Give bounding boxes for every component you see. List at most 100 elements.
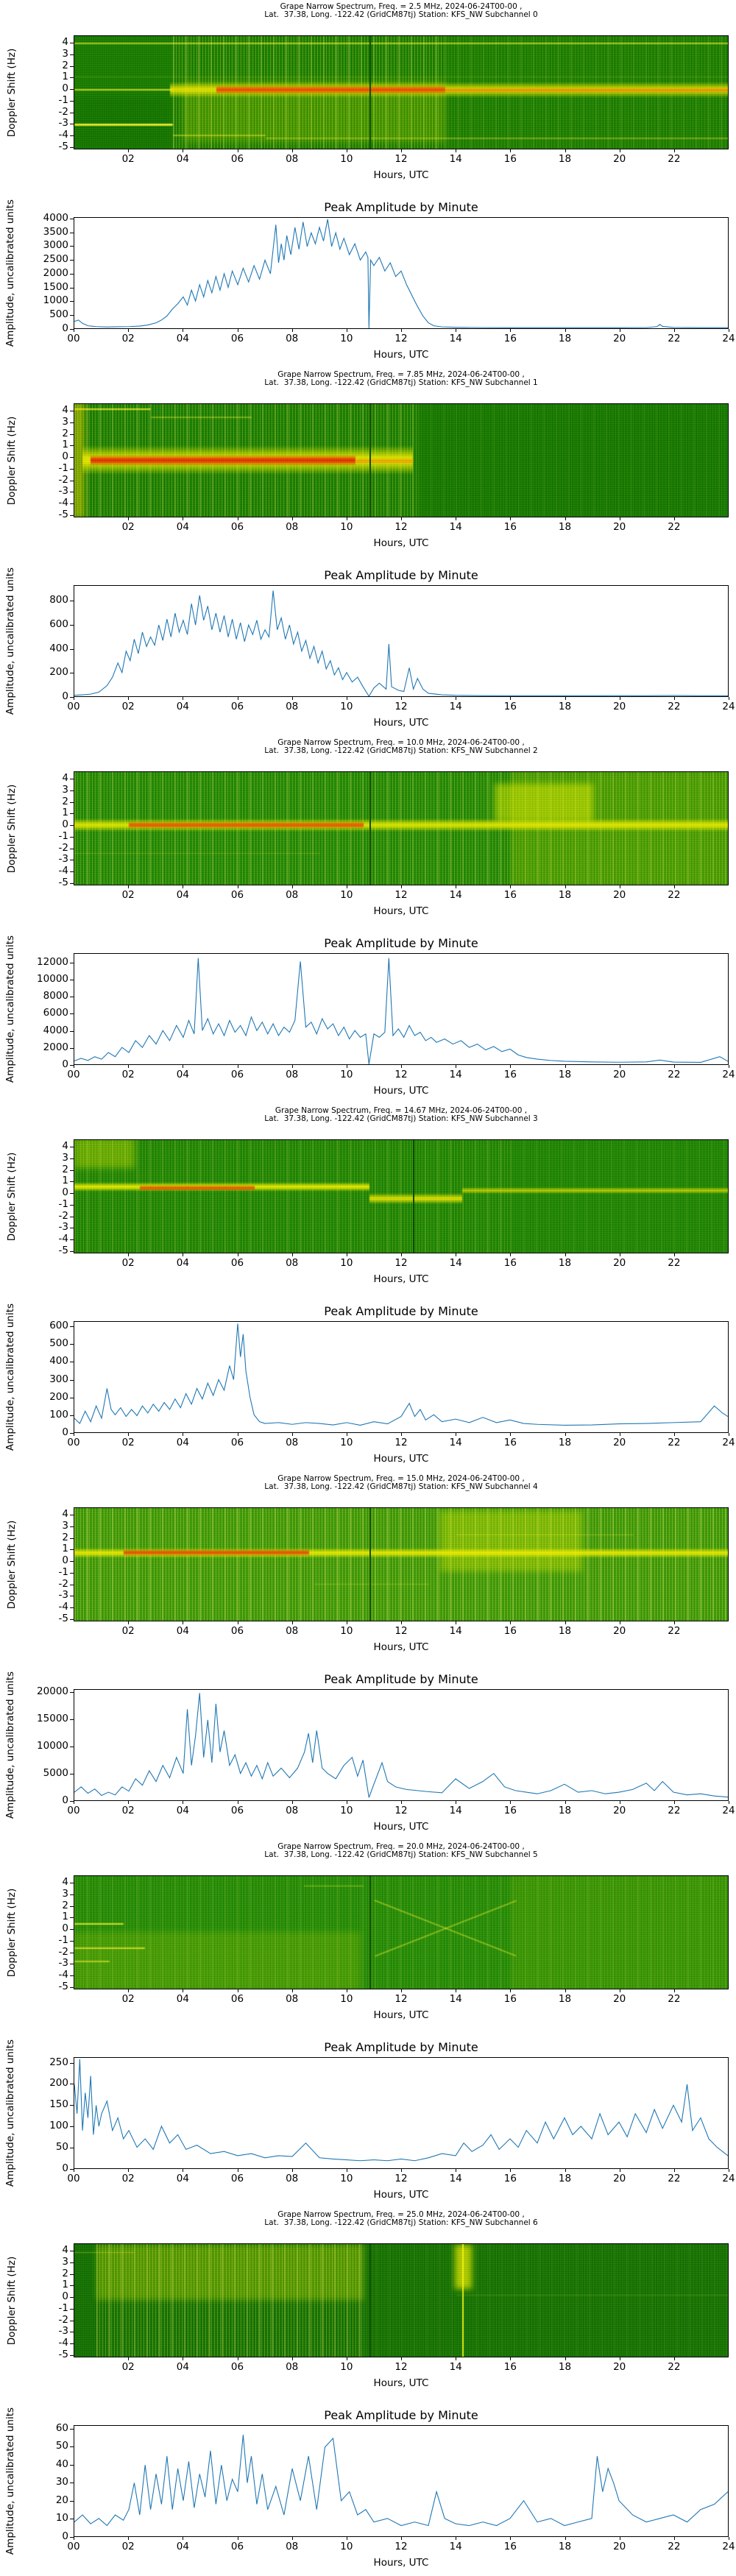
amplitude-title: Peak Amplitude by Minute <box>324 1304 478 1318</box>
spectrogram-y-tick-label: -5 <box>58 140 68 152</box>
tick-mark <box>673 1801 675 1804</box>
amplitude-x-tick-label: 08 <box>286 1805 299 1816</box>
spectrogram-y-tick-label: 1 <box>62 71 68 83</box>
pair-subchannel-3: Grape Narrow Spectrum, Freq. = 14.67 MHz… <box>0 1104 736 1472</box>
amplitude-title: Peak Amplitude by Minute <box>324 1672 478 1686</box>
tick-mark <box>70 146 74 148</box>
spectrogram-x-tick-label: 04 <box>176 1625 189 1637</box>
spectrogram-y-tick-label: 2 <box>62 795 68 807</box>
spectrogram-y-tick-label: -4 <box>58 1233 68 1245</box>
amplitude-x-tick-label: 08 <box>286 2173 299 2184</box>
amplitude-x-tick-label: 00 <box>67 1069 80 1080</box>
spectrogram-x-tick-label: 18 <box>558 2361 572 2373</box>
spectrogram-y-tick-label: -2 <box>58 1945 68 1958</box>
tick-mark <box>510 517 512 520</box>
tick-mark <box>70 1538 74 1539</box>
spectrogram-x-tick-label: 16 <box>503 1625 517 1637</box>
tick-mark <box>510 2169 512 2172</box>
amplitude-series-line <box>74 1693 728 1798</box>
tick-mark <box>128 885 130 888</box>
spectrogram-y-tick-label: 1 <box>62 807 68 819</box>
tick-mark <box>565 1253 566 1256</box>
tick-mark <box>401 2169 402 2172</box>
amplitude-x-tick-label: 04 <box>176 1805 189 1816</box>
amplitude-x-tick-label: 22 <box>668 1805 681 1816</box>
spectrogram-x-tick-label: 06 <box>230 1993 244 2005</box>
tick-mark <box>565 697 566 700</box>
tick-mark <box>70 457 74 459</box>
spectrogram-ylabel: Doppler Shift (Hz) <box>6 1520 18 1609</box>
pixel-noise <box>74 404 728 517</box>
spectrogram-y-tick-label: 4 <box>62 1508 68 1521</box>
tick-mark <box>70 422 74 423</box>
amplitude-x-tick-label: 22 <box>668 2541 681 2552</box>
amplitude-x-tick-label: 04 <box>176 1437 189 1448</box>
doppler-trace <box>74 2252 135 2254</box>
amplitude-x-tick-label: 10 <box>340 2173 353 2184</box>
tick-mark <box>510 329 512 332</box>
spectrogram-y-tick-label: -2 <box>58 2313 68 2326</box>
amplitude-y-tick-label: 250 <box>49 2056 68 2068</box>
spectrogram-x-tick-label: 18 <box>558 1993 572 2005</box>
hours-utc-label: Hours, UTC <box>373 537 429 549</box>
amplitude-x-tick-label: 10 <box>340 1069 353 1080</box>
spectrogram-y-tick-label: 3 <box>62 1519 68 1532</box>
tick-mark <box>70 825 74 827</box>
spectrogram-y-tick-label: 3 <box>62 2255 68 2268</box>
amplitude-x-tick-label: 16 <box>503 333 517 344</box>
spectrogram-x-tick-label: 18 <box>558 1625 572 1637</box>
amplitude-x-tick-label: 24 <box>722 1805 735 1816</box>
tick-mark <box>128 2169 130 2172</box>
amplitude-y-tick-label: 200 <box>49 1390 68 1403</box>
pixel-noise <box>74 36 728 149</box>
tick-mark <box>291 149 293 152</box>
tick-mark <box>128 1801 130 1804</box>
tick-mark <box>291 1253 293 1256</box>
amplitude-x-tick-label: 02 <box>121 1805 135 1816</box>
amplitude-x-tick-label: 04 <box>176 1069 189 1080</box>
tick-mark <box>70 836 74 838</box>
amplitude-x-tick-label: 08 <box>286 1437 299 1448</box>
amplitude-y-tick-label: 3500 <box>43 225 68 238</box>
amplitude-x-tick-label: 18 <box>558 701 572 712</box>
tick-mark <box>70 2428 74 2430</box>
amplitude-title: Peak Amplitude by Minute <box>324 200 478 214</box>
tick-mark <box>70 100 74 102</box>
tick-mark <box>128 149 130 152</box>
spectrogram-title-line2: Lat. 37.38, Long. -122.42 (GridCM87tj) S… <box>264 1850 538 1859</box>
spectral-band <box>369 1192 462 1204</box>
tick-mark <box>401 697 402 700</box>
tick-mark <box>673 1989 675 1992</box>
amplitude-x-tick-label: 16 <box>503 701 517 712</box>
amplitude-plot <box>74 1321 729 1433</box>
tick-mark <box>70 434 74 435</box>
amplitude-y-tick-label: 15000 <box>37 1713 68 1725</box>
tick-mark <box>673 517 675 520</box>
amplitude-series-line <box>74 219 728 328</box>
amplitude-title: Peak Amplitude by Minute <box>324 568 478 582</box>
spectrogram-x-tick-label: 10 <box>340 1993 353 2005</box>
tick-mark <box>70 315 74 316</box>
amplitude-line-chart <box>74 2059 728 2162</box>
spectrogram-y-tick-label: 0 <box>62 1186 68 1199</box>
amplitude-x-tick-label: 10 <box>340 701 353 712</box>
spectrogram-y-tick-label: 2 <box>62 1899 68 1911</box>
spectrogram-x-tick-label: 12 <box>394 2361 408 2373</box>
noise-patch <box>74 1508 728 1621</box>
tick-mark <box>401 149 402 152</box>
tick-mark <box>291 329 293 332</box>
amplitude-y-tick-label: 600 <box>49 618 68 630</box>
tick-mark <box>401 1621 402 1624</box>
spectrogram-x-tick-label: 16 <box>503 1993 517 2005</box>
amplitude-series-line <box>74 2435 728 2527</box>
spectrogram-x-tick-label: 18 <box>558 521 572 533</box>
doppler-trace <box>74 89 173 91</box>
amplitude-x-tick-label: 10 <box>340 1437 353 1448</box>
amplitude-plot <box>74 2057 729 2169</box>
spectrogram-y-tick-label: 1 <box>62 1175 68 1187</box>
tick-mark <box>291 1433 293 1436</box>
spectrogram-y-tick-label: -5 <box>58 876 68 888</box>
spectrogram-heatmap <box>74 1507 729 1621</box>
amplitude-ylabel: Amplitude, uncalibrated units <box>4 2407 16 2555</box>
spectrogram-heatmap <box>74 1875 729 1989</box>
